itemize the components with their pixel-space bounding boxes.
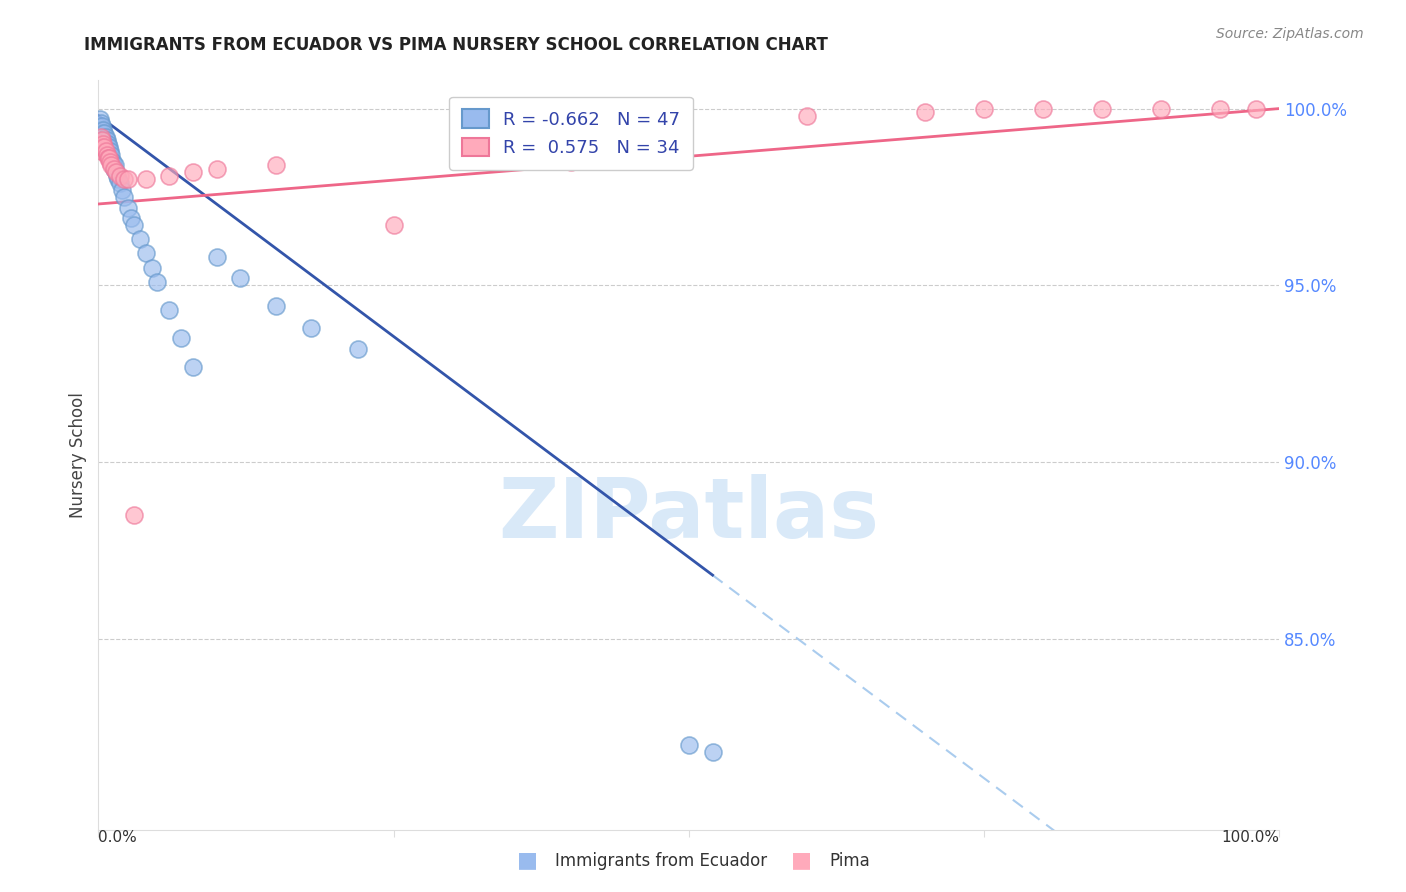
- Point: [122, 508, 145, 522]
- Point: [112, 172, 135, 186]
- Point: [98, 147, 121, 161]
- Point: [702, 745, 724, 759]
- Point: [101, 158, 124, 172]
- Point: [117, 201, 139, 215]
- Point: [96, 140, 118, 154]
- Point: [108, 169, 131, 183]
- Text: 0.0%: 0.0%: [98, 830, 138, 845]
- Point: [93, 140, 115, 154]
- Point: [122, 218, 145, 232]
- Point: [1032, 102, 1054, 116]
- Point: [103, 161, 125, 176]
- Point: [103, 161, 125, 176]
- Point: [157, 303, 180, 318]
- Text: Pima: Pima: [830, 852, 870, 870]
- Point: [98, 151, 121, 165]
- Point: [112, 190, 135, 204]
- Text: ■: ■: [792, 850, 811, 870]
- Point: [94, 129, 117, 144]
- Point: [105, 165, 128, 179]
- Point: [347, 342, 370, 356]
- Point: [264, 300, 287, 314]
- Point: [91, 140, 114, 154]
- Point: [96, 147, 118, 161]
- Text: IMMIGRANTS FROM ECUADOR VS PIMA NURSERY SCHOOL CORRELATION CHART: IMMIGRANTS FROM ECUADOR VS PIMA NURSERY …: [84, 36, 828, 54]
- Point: [94, 136, 117, 151]
- Point: [181, 359, 204, 374]
- Point: [382, 218, 405, 232]
- Point: [93, 126, 115, 140]
- Point: [157, 169, 180, 183]
- Point: [91, 129, 114, 144]
- Legend: R = -0.662   N = 47, R =  0.575   N = 34: R = -0.662 N = 47, R = 0.575 N = 34: [449, 97, 693, 169]
- Point: [90, 116, 112, 130]
- Text: ZIPatlas: ZIPatlas: [499, 475, 879, 556]
- Point: [89, 112, 111, 127]
- Point: [264, 158, 287, 172]
- Point: [97, 151, 120, 165]
- Point: [98, 151, 121, 165]
- Point: [91, 122, 114, 136]
- Point: [135, 172, 157, 186]
- Point: [100, 158, 122, 172]
- Point: [104, 158, 127, 172]
- Point: [98, 154, 121, 169]
- Point: [170, 331, 193, 345]
- Point: [90, 129, 112, 144]
- Point: [97, 136, 120, 151]
- Point: [93, 133, 115, 147]
- Point: [205, 250, 228, 264]
- Point: [117, 172, 139, 186]
- Point: [94, 144, 117, 158]
- Point: [108, 176, 131, 190]
- Text: Source: ZipAtlas.com: Source: ZipAtlas.com: [1216, 27, 1364, 41]
- Point: [914, 105, 936, 120]
- Point: [1244, 102, 1267, 116]
- Point: [560, 154, 582, 169]
- Point: [181, 165, 204, 179]
- Point: [89, 136, 111, 151]
- Point: [141, 260, 163, 275]
- Point: [90, 144, 112, 158]
- Point: [91, 120, 114, 134]
- Point: [107, 172, 129, 186]
- Point: [91, 136, 114, 151]
- Point: [1150, 102, 1173, 116]
- Point: [100, 147, 122, 161]
- Point: [205, 161, 228, 176]
- Point: [135, 246, 157, 260]
- Point: [98, 144, 121, 158]
- Text: Immigrants from Ecuador: Immigrants from Ecuador: [555, 852, 768, 870]
- Point: [91, 133, 114, 147]
- Point: [105, 169, 128, 183]
- Point: [1091, 102, 1114, 116]
- Point: [98, 140, 121, 154]
- Point: [90, 122, 112, 136]
- Point: [97, 144, 120, 158]
- Point: [973, 102, 995, 116]
- Point: [105, 165, 128, 179]
- Point: [678, 738, 700, 752]
- Y-axis label: Nursery School: Nursery School: [69, 392, 87, 518]
- Point: [299, 320, 322, 334]
- Point: [128, 232, 150, 246]
- Point: [1209, 102, 1232, 116]
- Point: [111, 183, 134, 197]
- Point: [121, 211, 143, 226]
- Point: [96, 133, 118, 147]
- Point: [146, 275, 169, 289]
- Point: [101, 154, 124, 169]
- Point: [796, 109, 818, 123]
- Text: 100.0%: 100.0%: [1222, 830, 1279, 845]
- Point: [91, 126, 114, 140]
- Text: ■: ■: [517, 850, 537, 870]
- Point: [229, 271, 252, 285]
